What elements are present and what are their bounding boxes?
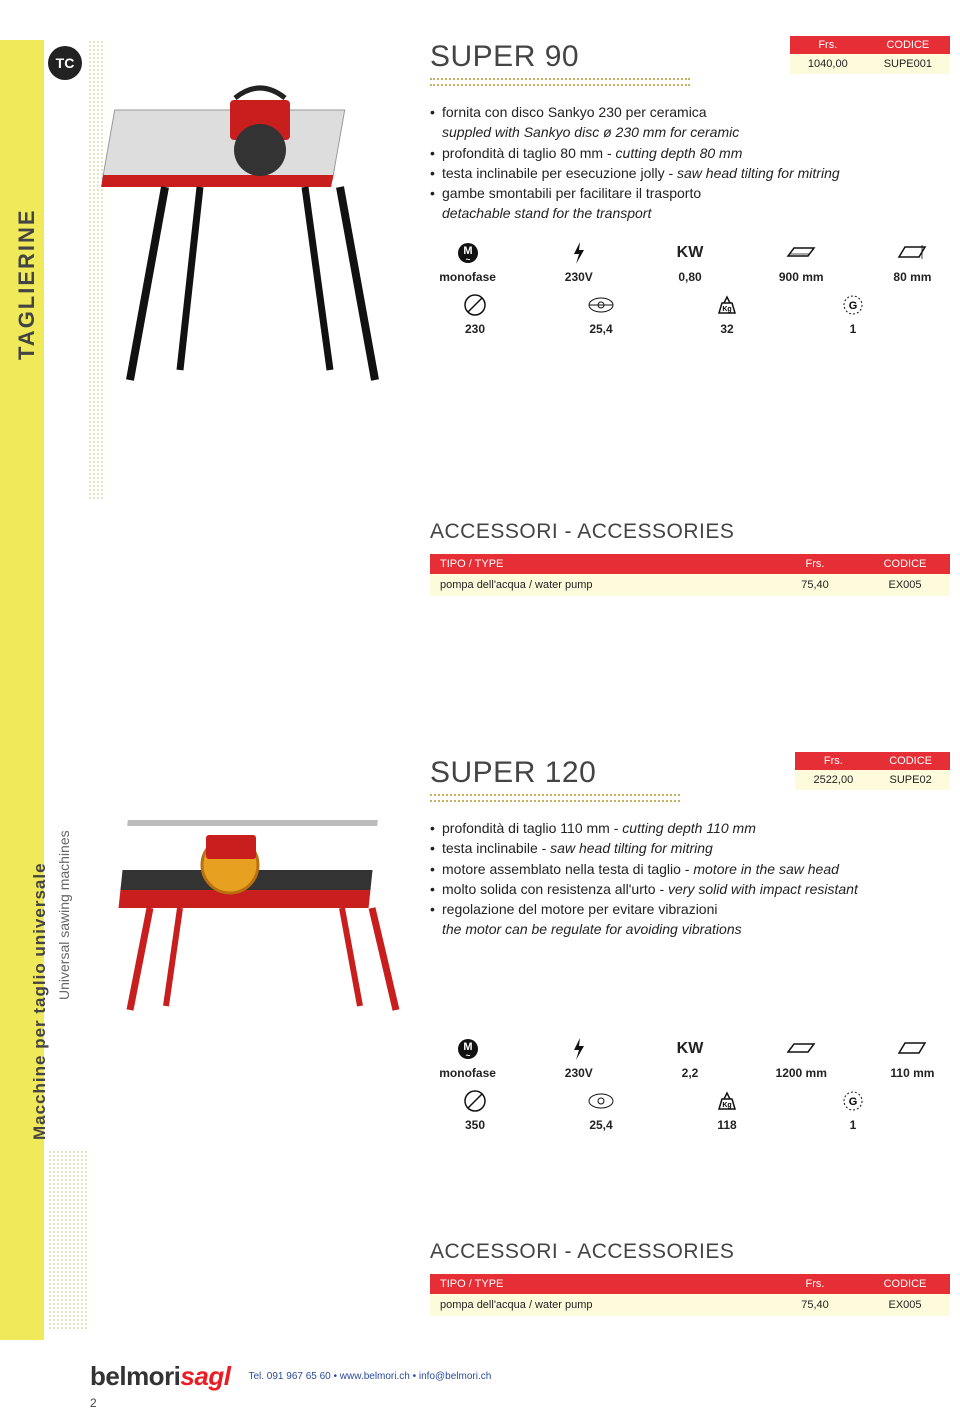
product1-specs-row1: M~monofase 230V KW0,80 900 mm 80 mm [430,242,950,284]
acc-header-code: CODICE [860,554,950,574]
footer-contact: Tel. 091 967 65 60 • www.belmori.ch • in… [248,1371,491,1382]
svg-text:G: G [849,300,858,312]
acc-row-code: EX005 [860,574,950,596]
svg-text:Kg: Kg [722,306,731,313]
kw-label-icon: KW [677,1038,704,1060]
spec-weight: 32 [720,322,733,336]
bullet-it: regolazione del motore per evitare vibra… [442,901,717,917]
bullet-en: saw head tilting for mitring [546,840,713,856]
bullet-en: detachable stand for the transport [442,205,651,221]
acc-row-price: 75,40 [770,574,860,596]
product2-specs-row1: M~monofase 230V KW2,2 1200 mm 110 mm [430,1038,950,1080]
accessories2-title: ACCESSORI - ACCESSORIES [430,1240,950,1264]
svg-text:G: G [849,1096,858,1108]
spec-disc: 230 [465,322,485,336]
acc-row-price: 75,40 [770,1294,860,1316]
spec-volt: 230V [565,1066,593,1080]
code-value: SUPE001 [866,54,950,74]
product2-bullets: profondità di taglio 110 mm - cutting de… [430,818,950,940]
accessories2-table: TIPO / TYPEFrs.CODICE pompa dell'acqua /… [430,1274,950,1316]
footer: belmorisagl Tel. 091 967 65 60 • www.bel… [90,1361,491,1392]
product1-specs-row2: mm.230 25,4 Kg32 G1 [430,294,950,336]
price-header-frs: Frs. [790,36,866,54]
spec-monofase: monofase [439,270,496,284]
brand-part2: sagl [180,1361,230,1391]
bullet-en: saw head tilting for mitring [673,165,840,181]
spec-depth: 80 mm [893,270,931,284]
tc-badge: TC [48,46,82,80]
spec-disc: 350 [465,1118,485,1132]
bullet-it: testa inclinabile per esecuzione jolly - [442,165,673,181]
acc-header-code: CODICE [860,1274,950,1294]
svg-text:~: ~ [465,1051,470,1060]
bullet-en: the motor can be regulate for avoiding v… [442,921,742,937]
spec-kw: 0,80 [678,270,701,284]
acc-row-code: EX005 [860,1294,950,1316]
spec-g: 1 [850,1118,857,1132]
sidebar-group-en: Universal sawing machines [56,830,72,1000]
product1-bullets: fornita con disco Sankyo 230 per ceramic… [430,102,950,224]
code-value: SUPE02 [871,770,950,790]
bullet-it: profondità di taglio 110 mm - [442,820,618,836]
price-value: 1040,00 [790,54,866,74]
spec-length: 900 mm [779,270,824,284]
spec-bore: 25,4 [589,1118,612,1132]
product1-title: SUPER 90 [430,40,579,73]
dotted-decoration-bottom [48,1150,88,1330]
bullet-it: molto solida con resistenza all'urto - [442,881,664,897]
acc-row-type: pompa dell'acqua / water pump [430,574,770,596]
spec-length: 1200 mm [776,1066,827,1080]
accessories1-title: ACCESSORI - ACCESSORIES [430,520,950,544]
acc-header-type: TIPO / TYPE [430,1274,770,1294]
price-header-code: CODICE [866,36,950,54]
acc-header-type: TIPO / TYPE [430,554,770,574]
sidebar-category: TAGLIERINE [14,208,40,360]
svg-text:~: ~ [465,255,470,264]
bullet-en: motore in the saw head [689,861,838,877]
product1-pricebox: Frs.CODICE 1040,00SUPE001 [790,36,950,74]
spec-bore: 25,4 [589,322,612,336]
price-header-frs: Frs. [795,752,871,770]
accessories1-table: TIPO / TYPEFrs.CODICE pompa dell'acqua /… [430,554,950,596]
bullet-it: gambe smontabili per facilitare il trasp… [442,185,701,201]
bullet-en: very solid with impact resistant [664,881,858,897]
price-value: 2522,00 [795,770,871,790]
bullet-en: suppled with Sankyo disc ø 230 mm for ce… [442,124,739,140]
product2-image [110,780,420,1040]
brand-part1: belmori [90,1361,180,1391]
spec-depth: 110 mm [890,1066,934,1080]
spec-weight: 118 [717,1118,736,1132]
product2-pricebox: Frs.CODICE 2522,00SUPE02 [795,752,950,790]
spec-volt: 230V [565,270,593,284]
price-header-code: CODICE [871,752,950,770]
acc-header-frs: Frs. [770,1274,860,1294]
sidebar-group-it: Macchine per taglio universale [30,862,50,1140]
product2-specs-row2: 350 25,4 Kg 118 G 1 [430,1090,950,1132]
svg-text:Kg: Kg [722,1102,731,1109]
product2-title: SUPER 120 [430,756,596,789]
kw-label-icon: KW [677,242,704,264]
bullet-it: motore assemblato nella testa di taglio … [442,861,689,877]
bullet-it: profondità di taglio 80 mm - [442,145,612,161]
bullet-en: cutting depth 110 mm [618,820,755,836]
page-number: 2 [90,1396,97,1410]
acc-header-frs: Frs. [770,554,860,574]
spec-g: 1 [850,322,857,336]
bullet-en: cutting depth 80 mm [612,145,743,161]
bullet-it: testa inclinabile - [442,840,546,856]
brand-logo: belmorisagl [90,1361,230,1392]
acc-row-type: pompa dell'acqua / water pump [430,1294,770,1316]
spec-monofase: monofase [439,1066,496,1080]
bullet-it: fornita con disco Sankyo 230 per ceramic… [442,104,707,120]
spec-kw: 2,2 [682,1066,699,1080]
